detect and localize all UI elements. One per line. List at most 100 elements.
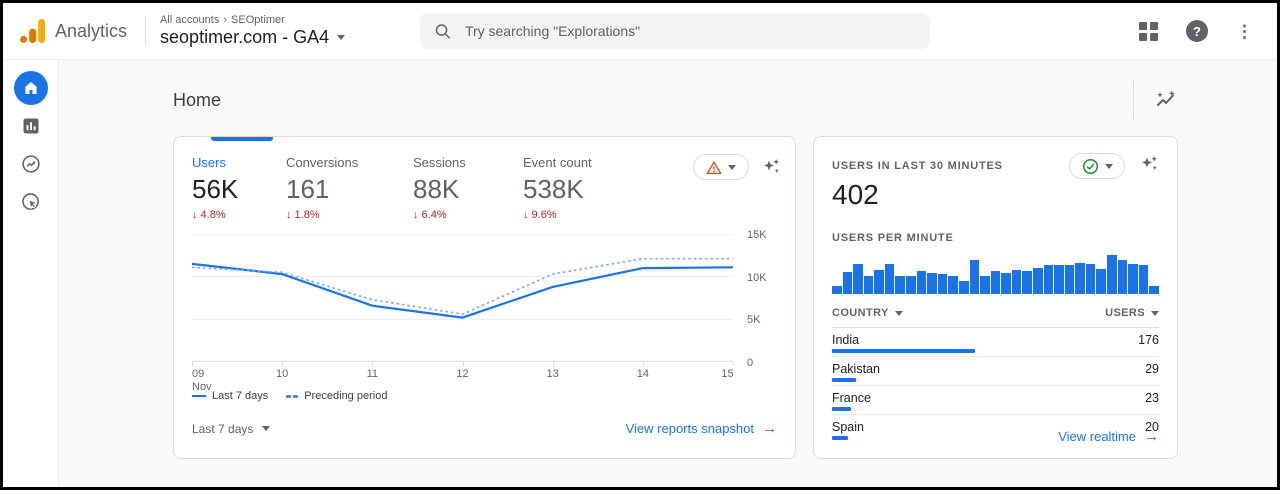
sidebar-item-home[interactable] (13, 71, 48, 105)
property-switcher[interactable]: All accounts › SEOptimer seoptimer.com -… (160, 14, 360, 48)
solid-line-swatch (192, 395, 206, 397)
legend-item: Preceding period (286, 390, 387, 402)
arrow-right-icon: → (762, 420, 777, 437)
legend-label: Preceding period (304, 390, 388, 402)
users-last-30-min-value: 402 (832, 179, 879, 210)
insights-sparkle-button[interactable] (1139, 153, 1159, 178)
column-label: USERS (1105, 307, 1145, 319)
reports-snapshot-card: Users 56K ↓ 4.8% Conversions 161 ↓ 1.8% … (173, 136, 796, 459)
minute-bar (1117, 259, 1128, 294)
users-trend-chart: 09 Nov 10 11 12 13 14 15 0 5K 10K 15K (192, 229, 777, 393)
country-column-header[interactable]: COUNTRY (832, 307, 903, 319)
minute-bar (948, 275, 958, 294)
minute-bar (927, 273, 937, 294)
breadcrumb-property[interactable]: SEOptimer (231, 14, 285, 26)
country-users: 29 (1145, 362, 1159, 376)
minute-bar (832, 285, 842, 294)
country-users: 176 (1138, 333, 1159, 347)
country-bar (832, 407, 851, 411)
date-range-selector[interactable]: Last 7 days (192, 421, 271, 436)
search-icon (435, 24, 450, 39)
metric-tab-event-count[interactable]: Event count 538K ↓ 9.6% (523, 155, 777, 221)
metric-label: Users (192, 155, 226, 170)
main-content: Home Users 56 (59, 60, 1277, 487)
chevron-down-icon (894, 310, 903, 316)
chevron-down-icon (337, 35, 346, 40)
left-nav (3, 60, 59, 487)
analytics-logo[interactable]: Analytics (19, 18, 127, 44)
selected-metric-indicator (211, 137, 273, 141)
country-bar (832, 349, 976, 353)
help-icon[interactable]: ? (1186, 20, 1208, 42)
arrow-right-icon: → (1144, 428, 1159, 445)
view-reports-snapshot-link[interactable]: View reports snapshot → (626, 420, 777, 437)
metric-tab-users[interactable]: Users 56K ↓ 4.8% (192, 155, 286, 221)
metric-label: Sessions (413, 155, 466, 170)
minute-bar (1043, 265, 1054, 294)
breadcrumb: All accounts › SEOptimer (160, 14, 360, 26)
metric-delta: ↓ 6.4% (413, 209, 447, 221)
dashed-line-swatch (286, 394, 299, 398)
chevron-down-icon (728, 164, 736, 170)
sidebar-item-reports[interactable] (18, 113, 44, 139)
apps-grid-icon[interactable] (1139, 21, 1158, 41)
link-label: View realtime (1058, 429, 1136, 444)
metric-delta: ↓ 4.8% (192, 209, 226, 221)
breadcrumb-account[interactable]: All accounts (160, 14, 220, 26)
chevron-down-icon (262, 426, 271, 431)
sidebar-item-explore[interactable] (18, 151, 44, 177)
link-label: View reports snapshot (625, 421, 754, 436)
metric-value: 161 (286, 174, 330, 204)
minute-bar (1054, 264, 1064, 294)
country-name: Spain (832, 420, 864, 434)
minute-bar (1107, 255, 1117, 294)
top-bar: Analytics All accounts › SEOptimer seopt… (3, 3, 1277, 60)
insights-icon[interactable] (1154, 88, 1178, 112)
metric-label: Event count (523, 155, 592, 170)
minute-bar (937, 273, 948, 294)
kebab-menu-icon[interactable]: ⋮ (1236, 21, 1253, 41)
users-per-minute-label: USERS PER MINUTE (832, 232, 954, 244)
minute-bars (832, 252, 1159, 294)
view-realtime-link[interactable]: View realtime → (1058, 428, 1159, 445)
users-column-header[interactable]: USERS (1105, 307, 1159, 319)
search-bar[interactable] (420, 13, 931, 49)
metric-delta: ↓ 1.8% (286, 209, 320, 221)
metric-tab-conversions[interactable]: Conversions 161 ↓ 1.8% (286, 155, 413, 221)
bar-chart-icon (23, 118, 38, 134)
legend-item: Last 7 days (192, 390, 268, 402)
metric-value: 88K (413, 174, 460, 204)
data-quality-button[interactable] (693, 154, 749, 180)
minute-bar (1022, 271, 1032, 294)
advertising-icon (21, 193, 39, 211)
column-label: COUNTRY (832, 307, 889, 319)
minute-bar (874, 269, 884, 294)
metric-tab-sessions[interactable]: Sessions 88K ↓ 6.4% (413, 155, 523, 221)
warning-icon (706, 161, 722, 174)
minute-bar (895, 275, 906, 294)
country-users: 23 (1145, 391, 1159, 405)
property-title: seoptimer.com - GA4 (160, 27, 330, 47)
date-range-label: Last 7 days (192, 421, 254, 436)
minute-bar (980, 275, 990, 294)
trend-x-axis: 09 Nov 10 11 12 13 14 15 (192, 362, 734, 393)
sparkle-icon (764, 159, 779, 173)
trend-chart-svg (192, 234, 733, 362)
sparkle-icon (1142, 156, 1157, 170)
minute-bar (1064, 264, 1075, 294)
country-row: Pakistan 29 (832, 357, 1159, 386)
country-table: COUNTRY USERS India 176 Pakistan 29 France 23… (832, 307, 1159, 440)
search-input[interactable] (462, 22, 917, 40)
realtime-card: USERS IN LAST 30 MINUTES (813, 136, 1178, 459)
trend-y-axis: 0 5K 10K 15K (747, 229, 767, 369)
country-name: India (832, 333, 860, 347)
minute-bar (884, 263, 895, 294)
minute-bar (853, 263, 863, 294)
metric-value: 538K (523, 174, 584, 204)
data-quality-ok-button[interactable] (1069, 153, 1125, 179)
trend-legend: Last 7 days Preceding period (192, 390, 777, 402)
minute-bar (1085, 263, 1096, 294)
sidebar-item-advertising[interactable] (18, 189, 44, 215)
country-row: France 23 (832, 386, 1159, 415)
insights-sparkle-button[interactable] (761, 156, 781, 181)
